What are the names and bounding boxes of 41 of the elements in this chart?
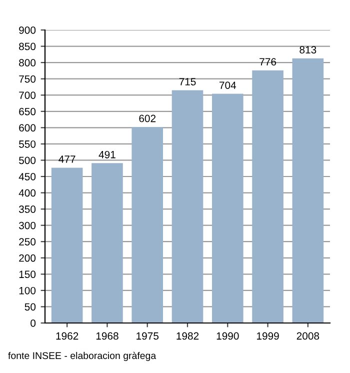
y-tick-label: 400 [18,189,36,197]
y-tick-label: 700 [19,92,36,99]
y-tick-label: 800 [19,59,36,66]
bar [252,70,284,323]
x-tick-label: 1968 [96,332,118,340]
y-tick-label: 650 [19,108,36,116]
y-tick-label: 250 [19,238,36,246]
bar [92,163,123,323]
bar [212,94,244,323]
y-tick-label: 100 [19,286,36,294]
x-tick-label: 1982 [176,332,199,340]
x-tick-label: 1990 [216,332,239,340]
y-tick-label: 850 [19,42,36,50]
y-tick-label: 450 [18,173,36,180]
y-tick-label: 350 [18,206,36,213]
data-label: 704 [219,82,236,89]
data-label: 602 [139,114,156,122]
x-tick-label: 1962 [56,332,78,340]
y-tick-label: 50 [24,303,36,311]
bar [292,58,324,323]
source-note: fonte INSEE - elaboracion gràfega [8,352,156,361]
y-tick-label: 750 [19,75,36,83]
y-tick-label: 500 [19,156,36,164]
y-tick-label: 550 [19,140,36,148]
y-tick-label: 0 [30,320,36,327]
bar [51,168,83,323]
data-label: 491 [98,150,116,158]
data-label: 813 [300,46,316,54]
x-tick-label: 2008 [296,332,320,340]
data-label: 715 [179,78,196,86]
x-tick-label: 1975 [136,332,159,340]
y-tick-label: 150 [19,270,36,278]
y-tick-label: 600 [19,124,36,132]
y-tick-label: 200 [19,254,36,262]
y-tick-label: 900 [19,26,36,34]
bar [172,90,204,323]
x-tick-label: 1999 [256,332,279,340]
y-tick-label: 300 [18,222,36,230]
bar [132,127,164,323]
data-label: 776 [260,58,276,66]
data-label: 477 [58,156,76,163]
